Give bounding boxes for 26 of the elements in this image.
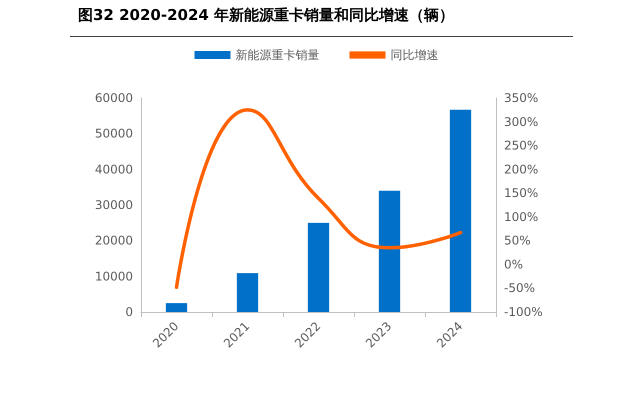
y2-tick-label: 0%	[504, 257, 524, 272]
y2-tick-label: 150%	[504, 186, 538, 200]
bar	[450, 110, 472, 312]
y-tick-label: 10000	[94, 269, 133, 284]
y-tick-label: 0	[125, 305, 133, 319]
y2-tick-label: 100%	[504, 210, 538, 224]
y2-tick-label: 350%	[504, 91, 538, 105]
legend-label: 同比增速	[390, 48, 438, 62]
y2-tick-label: 250%	[504, 138, 538, 153]
y-tick-label: 30000	[94, 198, 133, 212]
legend-label: 新能源重卡销量	[236, 48, 320, 62]
line-series	[174, 108, 462, 290]
y2-tick-label: -50%	[504, 281, 536, 296]
bar	[378, 190, 400, 312]
y-tick-label: 60000	[94, 91, 133, 105]
bar	[236, 273, 258, 312]
bar	[166, 303, 188, 312]
y2-tick-label: 200%	[504, 162, 538, 176]
y2-tick-label: -100%	[504, 305, 543, 319]
y-tick-label: 20000	[94, 234, 133, 248]
y2-tick-label: 300%	[504, 114, 538, 129]
y2-tick-label: 50%	[504, 234, 531, 248]
y-tick-label: 40000	[94, 162, 133, 176]
y-tick-label: 50000	[94, 126, 133, 141]
bar	[308, 222, 330, 312]
chart-title: 图32 2020-2024 年新能源重卡销量和同比增速（辆）	[78, 6, 454, 25]
